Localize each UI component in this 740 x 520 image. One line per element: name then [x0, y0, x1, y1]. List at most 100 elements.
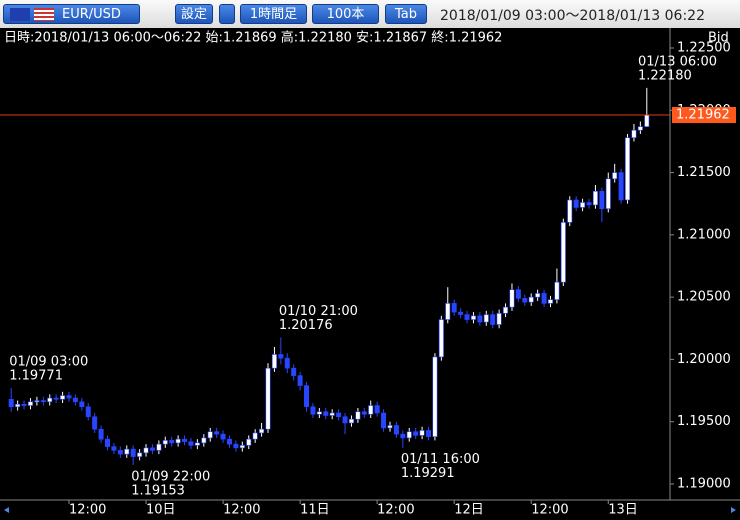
annotation-price: 1.20176 — [279, 318, 333, 333]
candle-body — [92, 416, 98, 430]
candle-body — [15, 403, 21, 408]
chart: 日時:2018/01/13 06:00〜06:22 始:1.21869 高:1.… — [0, 28, 740, 520]
candle-body — [573, 199, 579, 208]
candle-body — [393, 425, 399, 435]
annotation-time: 01/13 06:00 — [638, 54, 717, 69]
candle-body — [188, 441, 194, 446]
candle-body — [207, 431, 213, 439]
candle-body — [509, 289, 515, 308]
candle-body — [580, 202, 586, 208]
candle-body — [111, 446, 117, 451]
candle-body — [233, 443, 239, 449]
candle-body — [271, 354, 277, 369]
candle-body — [310, 406, 316, 415]
candle-body — [451, 303, 457, 313]
y-tick-label: 1.21000 — [677, 227, 731, 242]
candle-body — [541, 293, 547, 304]
candle-body — [53, 397, 59, 400]
candle-body — [368, 405, 374, 415]
candle-body — [355, 411, 361, 420]
candle-body — [458, 311, 464, 315]
candle-body — [246, 438, 252, 446]
candle-body — [143, 447, 149, 454]
candle-body — [156, 443, 162, 451]
candle-body — [432, 356, 438, 437]
candle-body — [618, 172, 624, 201]
y-tick-label: 1.20000 — [677, 352, 731, 367]
x-tick-label: 12:00 — [377, 503, 414, 518]
candle-body — [387, 425, 393, 429]
candle-body — [400, 433, 406, 439]
x-tick-label: 12:00 — [69, 503, 106, 518]
candle-body — [130, 448, 136, 457]
candle-body — [182, 438, 188, 442]
y-tick-label: 1.19000 — [677, 477, 731, 492]
tab-button[interactable]: Tab — [385, 4, 427, 24]
candle-body — [117, 450, 123, 455]
candle-body — [85, 406, 91, 418]
candle-body — [483, 314, 489, 323]
candle-body — [381, 412, 387, 429]
x-tick-label: 12日 — [454, 503, 484, 518]
candle-body — [374, 405, 380, 414]
annotation-time: 01/11 16:00 — [401, 452, 480, 467]
candle-body — [605, 178, 611, 209]
candle-body — [515, 289, 521, 299]
timeframe-button[interactable]: 1時間足 — [240, 4, 307, 24]
candle-body — [259, 428, 265, 434]
candle-body — [631, 129, 637, 138]
x-tick-label: 12:00 — [223, 503, 260, 518]
info-line: 日時:2018/01/13 06:00〜06:22 始:1.21869 高:1.… — [4, 30, 502, 46]
candle-body — [47, 397, 53, 403]
candle-body — [40, 400, 46, 403]
candle-body — [477, 315, 483, 323]
candle-body — [175, 438, 181, 444]
candle-body — [201, 437, 207, 444]
candle-body — [612, 172, 618, 180]
candle-body — [265, 367, 271, 430]
annotation-price: 1.19291 — [401, 466, 455, 481]
candle-body — [226, 438, 232, 445]
candle-body — [66, 395, 72, 399]
background — [0, 28, 740, 520]
candle-body — [361, 411, 367, 415]
candle-body — [586, 202, 592, 206]
candle-body — [644, 114, 650, 127]
count-button[interactable]: 100本 — [312, 4, 379, 24]
settings-button[interactable]: 設定 — [175, 4, 213, 24]
candle-body — [252, 432, 258, 440]
candle-body — [214, 431, 220, 435]
x-tick-label: 11日 — [300, 503, 330, 518]
candle-body — [162, 440, 168, 445]
candle-body — [567, 199, 573, 223]
candle-body — [239, 445, 245, 449]
price-label: Bid — [708, 31, 729, 46]
annotation-time: 01/09 22:00 — [131, 469, 210, 484]
candle-body — [625, 137, 631, 201]
candle-body — [60, 395, 66, 400]
x-tick-label: 13日 — [608, 503, 638, 518]
candle-body — [316, 411, 322, 415]
candle-body — [8, 398, 14, 408]
candle-body — [124, 448, 130, 455]
candle-body — [304, 385, 310, 408]
candle-body — [413, 431, 419, 436]
candle-body — [342, 416, 348, 424]
scroll-left[interactable] — [4, 507, 9, 513]
candle-body — [554, 281, 560, 300]
candle-body — [522, 298, 528, 303]
last-price-label: 1.21962 — [676, 108, 730, 123]
candle-body — [470, 315, 476, 320]
candle-body — [27, 401, 33, 406]
candle-body — [445, 303, 451, 320]
scroll-right[interactable] — [731, 507, 736, 513]
candle-body — [284, 357, 290, 369]
date-range: 2018/01/09 03:00〜2018/01/13 06:22 — [440, 8, 705, 24]
y-tick-label: 1.21500 — [677, 165, 731, 180]
icon-button[interactable] — [219, 4, 235, 24]
x-tick-label: 12:00 — [531, 503, 568, 518]
candle-body — [419, 430, 425, 436]
us-flag — [34, 8, 54, 21]
annotation-time: 01/10 21:00 — [279, 304, 358, 319]
